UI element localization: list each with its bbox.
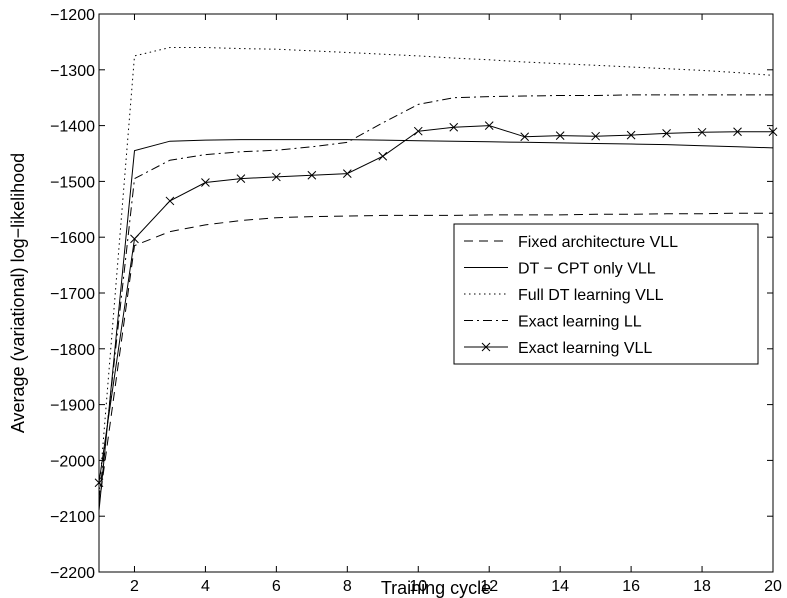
data-point-marker	[626, 130, 636, 140]
series-line	[98, 94, 773, 500]
data-point-marker	[697, 127, 707, 137]
y-tick-label: −2000	[50, 453, 95, 470]
legend-label: Exact learning VLL	[518, 340, 652, 357]
series-line	[98, 139, 774, 511]
x-tick-label: 12	[480, 578, 498, 595]
x-tick-label: 2	[130, 578, 139, 595]
x-tick-label: 10	[409, 578, 427, 595]
x-axis-label: Training cycle	[381, 578, 491, 598]
data-point-marker	[449, 122, 459, 132]
data-point-marker	[662, 129, 671, 138]
y-tick-label: −1700	[50, 286, 95, 303]
legend-label: Full DT learning VLL	[518, 287, 664, 304]
y-tick-label: −1800	[50, 342, 95, 359]
series-group	[98, 139, 774, 511]
data-point-marker	[733, 127, 742, 137]
y-tick-label: −1400	[50, 119, 95, 136]
data-point-marker	[520, 132, 530, 142]
data-point-marker	[413, 126, 423, 136]
data-point-marker	[201, 178, 210, 187]
y-tick-label: −1600	[50, 230, 95, 247]
x-tick-label: 6	[272, 578, 281, 595]
y-tick-label: −1900	[50, 398, 95, 415]
y-tick-label: −1300	[50, 63, 95, 80]
data-point-marker	[342, 169, 352, 178]
data-point-marker	[165, 196, 175, 206]
data-point-marker	[307, 170, 317, 180]
plot-lines	[94, 47, 778, 511]
y-axis-label: Average (variational) log−likelihood	[8, 153, 28, 433]
series-group	[94, 121, 778, 488]
data-point-marker	[272, 172, 281, 182]
legend-label: DT − CPT only VLL	[518, 261, 656, 278]
x-tick-label: 18	[693, 578, 711, 595]
x-tick-label: 8	[343, 578, 352, 595]
legend-marker	[481, 342, 491, 352]
data-point-marker	[236, 174, 246, 183]
data-point-marker	[484, 121, 494, 130]
legend-label: Exact learning LL	[518, 314, 642, 331]
x-tick-label: 16	[622, 578, 640, 595]
data-point-marker	[555, 131, 565, 140]
data-point-marker	[130, 234, 139, 244]
series-line	[98, 125, 773, 483]
y-tick-label: −1500	[50, 174, 95, 191]
x-tick-label: 20	[764, 578, 782, 595]
data-point-marker	[591, 131, 600, 141]
legend-label: Fixed architecture VLL	[518, 234, 678, 251]
axis-ticks: 2 4 6 8 10 12 14 16 18 20 −2200 −2100 −2000 −1900 −180…	[50, 7, 782, 595]
y-tick-label: −2100	[50, 509, 95, 526]
data-point-marker	[378, 151, 388, 161]
x-tick-label: 14	[551, 578, 569, 595]
y-tick-label: −1200	[50, 7, 95, 24]
x-tick-label: 4	[201, 578, 210, 595]
y-tick-label: −2200	[50, 565, 95, 582]
legend: Fixed architecture VLL DT − CPT only VLL F…	[453, 223, 759, 365]
series-group	[98, 94, 773, 500]
